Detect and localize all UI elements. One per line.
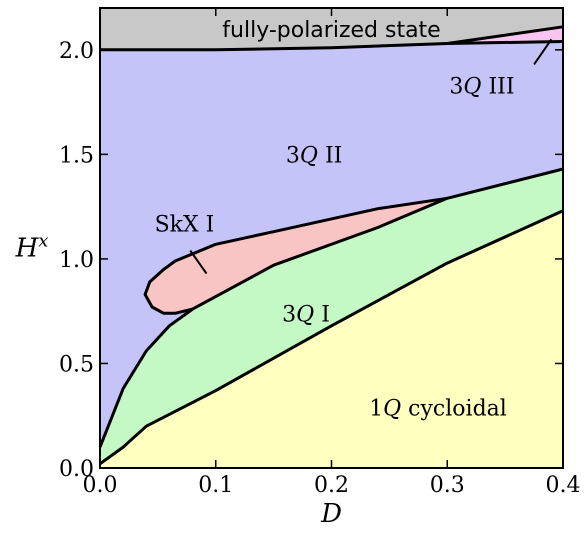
y-tick-label: 0.5 (59, 352, 94, 377)
axis-ticks (99, 8, 564, 469)
pointer-skx-i (189, 249, 208, 275)
x-tick-label: 0.4 (546, 473, 581, 498)
y-tick-label: 0.0 (59, 457, 94, 482)
y-tick-labels: 0.0 0.5 1.0 1.5 2.0 (59, 39, 94, 482)
x-tick-labels: 0.0 0.1 0.2 0.3 0.4 (83, 473, 581, 498)
x-tick-label: 0.2 (314, 473, 349, 498)
boundary-line-4 (100, 40, 564, 52)
region-label-1q-cycloidal: 1Q cycloidal (369, 396, 507, 421)
region-label-3q-i: 3Q I (282, 302, 330, 327)
label-pointers (189, 38, 553, 275)
y-tick-label: 2.0 (59, 39, 94, 64)
boundary-line-1 (99, 209, 564, 466)
boundary-line-3 (143, 196, 448, 315)
pointer-3q-iii (533, 38, 553, 66)
region-labels: 1Q cycloidal 3Q I SkX I 3Q II 3Q III fully-po… (155, 18, 515, 421)
x-tick-label: 0.0 (83, 473, 118, 498)
region-label-3q-iii: 3Q III (449, 74, 514, 99)
phase-boundaries (98, 25, 564, 466)
y-tick-label: 1.5 (59, 143, 94, 168)
y-tick-label: 1.0 (59, 248, 94, 273)
x-axis-label: D (320, 499, 342, 529)
x-tick-label: 0.1 (198, 473, 233, 498)
region-label-3q-ii: 3Q II (286, 143, 342, 168)
x-tick-label: 0.3 (430, 473, 465, 498)
region-label-skx-i: SkX I (155, 212, 215, 237)
region-label-fully-polarized-state: fully-polarized state (222, 18, 440, 43)
y-axis-label: Hx (15, 230, 49, 263)
boundary-line-5 (446, 25, 564, 45)
